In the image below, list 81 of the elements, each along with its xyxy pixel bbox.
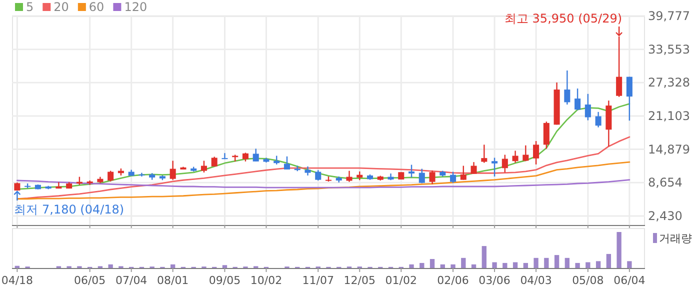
candlestick (408, 164, 415, 178)
bar (450, 264, 456, 268)
candlestick (315, 170, 322, 182)
candlestick (200, 160, 207, 174)
x-tick-label: 03/06 (478, 274, 510, 287)
candlestick (429, 170, 436, 185)
bar (534, 258, 538, 268)
candlestick (346, 170, 352, 182)
candlestick (481, 144, 488, 164)
x-tick-label: 07/04 (115, 274, 148, 287)
x-tick-label: 06/04 (614, 274, 646, 287)
candlestick (595, 111, 602, 128)
candlestick (418, 168, 425, 184)
candlestick (170, 160, 176, 180)
annotation: 최저 7,180 (04/18) (14, 202, 124, 217)
candlestick (460, 165, 466, 180)
y-tick-label: 2,430 (648, 208, 682, 223)
x-tick-label: 11/07 (302, 274, 334, 287)
bar (596, 261, 601, 268)
x-tick-label: 02/06 (437, 274, 469, 287)
legend-label: 5 (26, 0, 34, 14)
x-tick-label: 08/01 (156, 274, 189, 287)
bar (420, 262, 424, 268)
bar (482, 246, 486, 268)
candlestick (584, 93, 591, 121)
candlestick (626, 76, 632, 122)
bar (440, 264, 445, 268)
x-tick-label: 05/08 (572, 274, 604, 287)
candlestick (512, 150, 518, 164)
legend-label: 60 (88, 0, 104, 14)
y-tick-label: 8,654 (648, 176, 682, 190)
y-tick-label: 33,553 (648, 42, 690, 56)
bar (564, 258, 570, 268)
bar (616, 232, 622, 268)
candlestick (252, 148, 259, 162)
legend-label: 120 (124, 0, 148, 14)
bar (471, 264, 476, 268)
bar (586, 262, 590, 268)
bar (627, 261, 632, 268)
y-tick-label: 14,879 (648, 142, 690, 156)
candlestick (108, 170, 114, 182)
candlestick (502, 154, 508, 174)
bar (606, 254, 612, 268)
bar (170, 264, 176, 268)
legend-label: 20 (54, 0, 69, 14)
candlestick (522, 144, 529, 162)
x-tick-label: 10/02 (250, 274, 282, 287)
bar (544, 258, 549, 268)
annotation: 최고 35,950 (05/29) (504, 11, 622, 26)
bar (222, 265, 228, 268)
bar (108, 264, 113, 268)
candlestick (211, 156, 218, 168)
x-tick-label: 04/18 (1, 274, 34, 287)
candlestick (543, 121, 550, 150)
candlestick (492, 157, 498, 178)
candlestick (284, 156, 290, 170)
x-tick-label: 06/05 (74, 274, 106, 287)
bar (502, 262, 508, 268)
bar (512, 262, 518, 268)
candlestick (450, 171, 456, 184)
bar (409, 264, 414, 268)
bar (430, 259, 435, 268)
x-tick-label: 04/03 (520, 274, 552, 287)
legend-label: 거래량 (659, 232, 692, 245)
candlestick (222, 152, 228, 160)
y-tick-label: 39,777 (648, 9, 690, 23)
bar (461, 258, 466, 268)
candlestick (304, 166, 311, 176)
candlestick (574, 88, 581, 111)
candlestick (470, 161, 477, 174)
x-tick-label: 09/05 (208, 274, 241, 287)
y-tick-label: 27,328 (648, 76, 690, 90)
bar (554, 255, 560, 268)
bar (575, 262, 580, 268)
candlestick (564, 70, 570, 106)
x-tick-label: 01/02 (385, 274, 417, 287)
candlestick (533, 140, 540, 166)
x-tick-label: 12/05 (344, 274, 376, 287)
bar (523, 262, 528, 268)
y-tick-label: 21,103 (648, 108, 690, 123)
bar (492, 262, 497, 268)
